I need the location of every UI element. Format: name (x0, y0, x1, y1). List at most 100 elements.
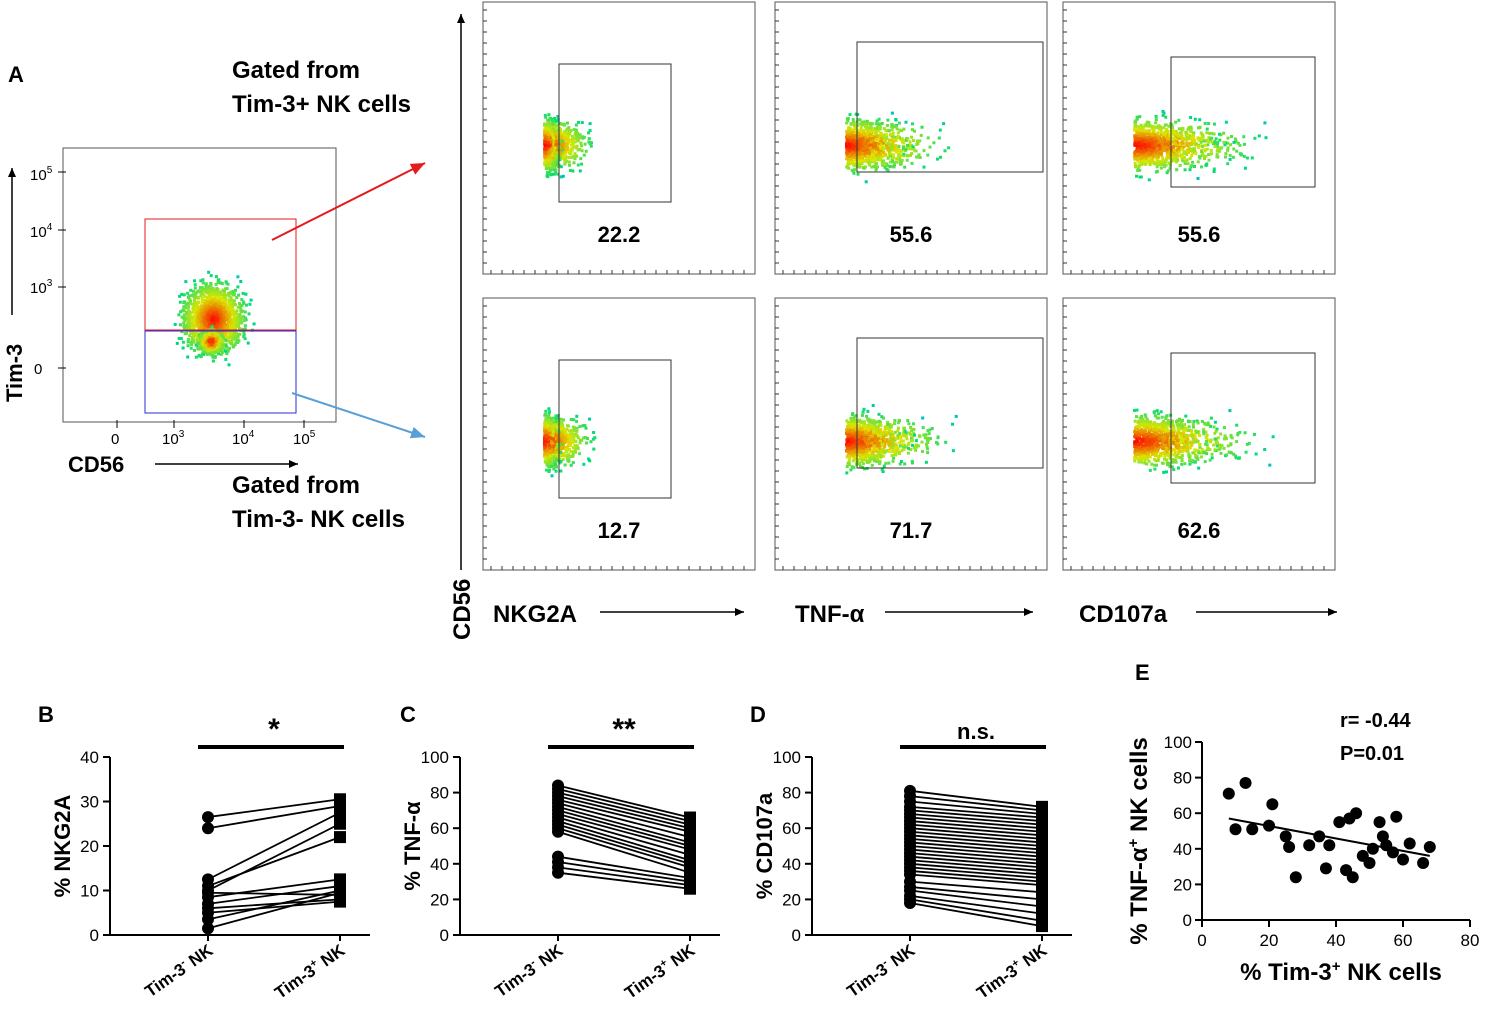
x-category-label: Tim-3- NK (141, 939, 217, 1001)
pair-line (557, 784, 691, 819)
panel-label-b: B (38, 702, 54, 727)
pair-line (909, 845, 1043, 858)
y-tick-label: 60 (430, 819, 449, 838)
pair-line (207, 811, 341, 881)
pair-line (909, 823, 1043, 837)
pair-point-pos (684, 882, 696, 895)
x-axis-label: % Tim-3+ NK cells (1240, 958, 1442, 986)
gating-ytick-1e4: 104 (30, 222, 53, 241)
facs-plot-frame (482, 1, 756, 275)
pair-line (909, 816, 1043, 830)
pair-line (909, 886, 1043, 901)
panel-label-a: A (8, 62, 24, 87)
facs-gate-percentage: 62.6 (1178, 518, 1221, 543)
pair-line (909, 834, 1043, 847)
gating-y-label: Tim-3 (2, 344, 27, 402)
scatter-point (1239, 776, 1252, 789)
y-axis-label: % NKG2A (50, 795, 75, 898)
pair-line (557, 816, 691, 856)
pair-line (207, 898, 341, 910)
pair-line (207, 885, 341, 905)
pair-line (909, 852, 1043, 865)
pair-point-neg (552, 866, 564, 879)
scatter-point (1263, 819, 1275, 832)
x-tick-label: 60 (1394, 931, 1413, 950)
facs-plot-frame (1062, 297, 1336, 571)
facs-gate-percentage: 55.6 (890, 222, 933, 247)
gate-pos-arrow (271, 162, 426, 241)
y-tick-label: 40 (782, 855, 801, 874)
x-category-label: Tim-3+ NK (621, 939, 699, 1002)
x-category-label: Tim-3+ NK (271, 939, 349, 1002)
pair-line (909, 795, 1043, 812)
pair-line (207, 822, 341, 892)
pair-line (557, 830, 691, 874)
facs-plot-r1-c0: 12.7 (482, 297, 756, 571)
pair-line (207, 891, 341, 930)
pair-point-pos (1036, 920, 1048, 933)
scatter-point (1229, 823, 1242, 836)
facs-y-label: CD56 (449, 579, 476, 640)
pair-line (909, 889, 1043, 908)
scatter-point (1423, 841, 1436, 854)
facs-gate (1170, 352, 1316, 484)
scatter-point (1279, 830, 1292, 843)
pair-line (557, 791, 691, 826)
pair-line (909, 848, 1043, 862)
facs-plot-frame (774, 297, 1048, 571)
pair-line (909, 830, 1043, 844)
pair-line (207, 798, 341, 818)
scatter-point (1333, 816, 1346, 829)
pair-line (557, 855, 691, 879)
tim3-positive-gate (144, 218, 297, 331)
pair-line (557, 823, 691, 865)
scatter-point (1266, 798, 1279, 811)
pair-line (909, 870, 1043, 883)
facs-plot-frame (482, 297, 756, 571)
facs-density-cloud (1133, 110, 1268, 182)
y-tick-label: 30 (80, 793, 99, 812)
y-tick-label: 100 (773, 748, 801, 767)
scatter-point (1386, 846, 1399, 859)
y-tick-label: 80 (782, 784, 801, 803)
y-tick-label: 40 (430, 855, 449, 874)
y-axis-label: % TNF-α+ NK cells (1125, 737, 1153, 945)
gating-ytick-1e5: 105 (30, 165, 53, 184)
pair-line (909, 880, 1043, 894)
y-tick-label: 0 (1183, 911, 1192, 930)
pair-line (909, 873, 1043, 887)
scatter-point (1303, 839, 1316, 852)
scatter-point (1403, 837, 1416, 850)
gate-neg-text-line1: Gated from (232, 472, 360, 499)
facs-gate-percentage: 12.7 (598, 518, 641, 543)
facs-density-cloud (543, 407, 597, 478)
pair-line (909, 862, 1043, 876)
facs-gate (558, 359, 672, 499)
gate-pos-text-line2: Tim-3+ NK cells (232, 91, 411, 118)
scatter-point (1246, 823, 1259, 836)
significance-label: n.s. (957, 719, 995, 744)
y-tick-label: 20 (430, 890, 449, 909)
gating-plot-frame (62, 147, 337, 423)
gating-density-cloud (173, 270, 256, 367)
facs-gate (558, 63, 672, 203)
facs-gate (856, 41, 1044, 173)
pair-line (909, 820, 1043, 833)
gating-ytick-1e3: 103 (30, 278, 53, 297)
y-tick-label: 60 (782, 819, 801, 838)
gate-neg-text-line2: Tim-3- NK cells (232, 506, 405, 533)
pair-line (557, 795, 691, 830)
y-tick-label: 80 (1173, 769, 1192, 788)
pair-line (909, 866, 1043, 879)
pair-line (207, 900, 341, 914)
y-axis-label: % TNF-α (400, 801, 425, 891)
pair-line (909, 809, 1043, 822)
pair-line (909, 859, 1043, 872)
y-tick-label: 60 (1173, 804, 1192, 823)
gate-pos-text-line1: Gated from (232, 57, 360, 84)
gating-plot: 105 104 103 0 0 103 104 105 Tim-3 CD56 (2, 147, 337, 477)
pair-line (557, 805, 691, 844)
scatter-point (1222, 787, 1235, 800)
x-category-label: Tim-3+ NK (973, 939, 1051, 1002)
facs-gate-percentage: 55.6 (1178, 222, 1221, 247)
